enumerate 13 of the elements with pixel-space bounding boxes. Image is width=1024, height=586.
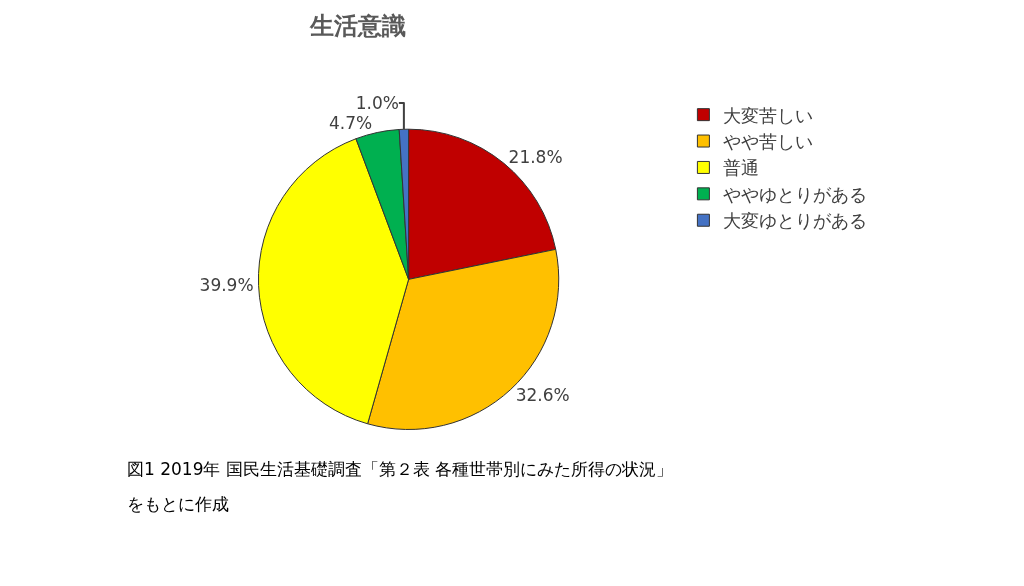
data-label: 39.9%	[199, 275, 254, 296]
legend-label: ややゆとりがある	[723, 183, 868, 205]
legend-label: やや苦しい	[723, 131, 814, 153]
legend-label: 大変苦しい	[723, 104, 814, 126]
chart-title: 生活意識	[309, 12, 407, 41]
caption: 図1 2019年 国民生活基礎調査「第２表 各種世帯別にみた所得の状況」	[127, 459, 674, 479]
data-label: 1.0%	[355, 92, 399, 113]
data-label: 21.8%	[508, 147, 563, 168]
data-label: 32.6%	[515, 384, 570, 405]
text: をもとに作成	[127, 494, 229, 514]
legend-label: 普通	[723, 157, 760, 179]
data-label: 4.7%	[329, 112, 373, 133]
legend-label: 大変ゆとりがある	[723, 210, 868, 232]
